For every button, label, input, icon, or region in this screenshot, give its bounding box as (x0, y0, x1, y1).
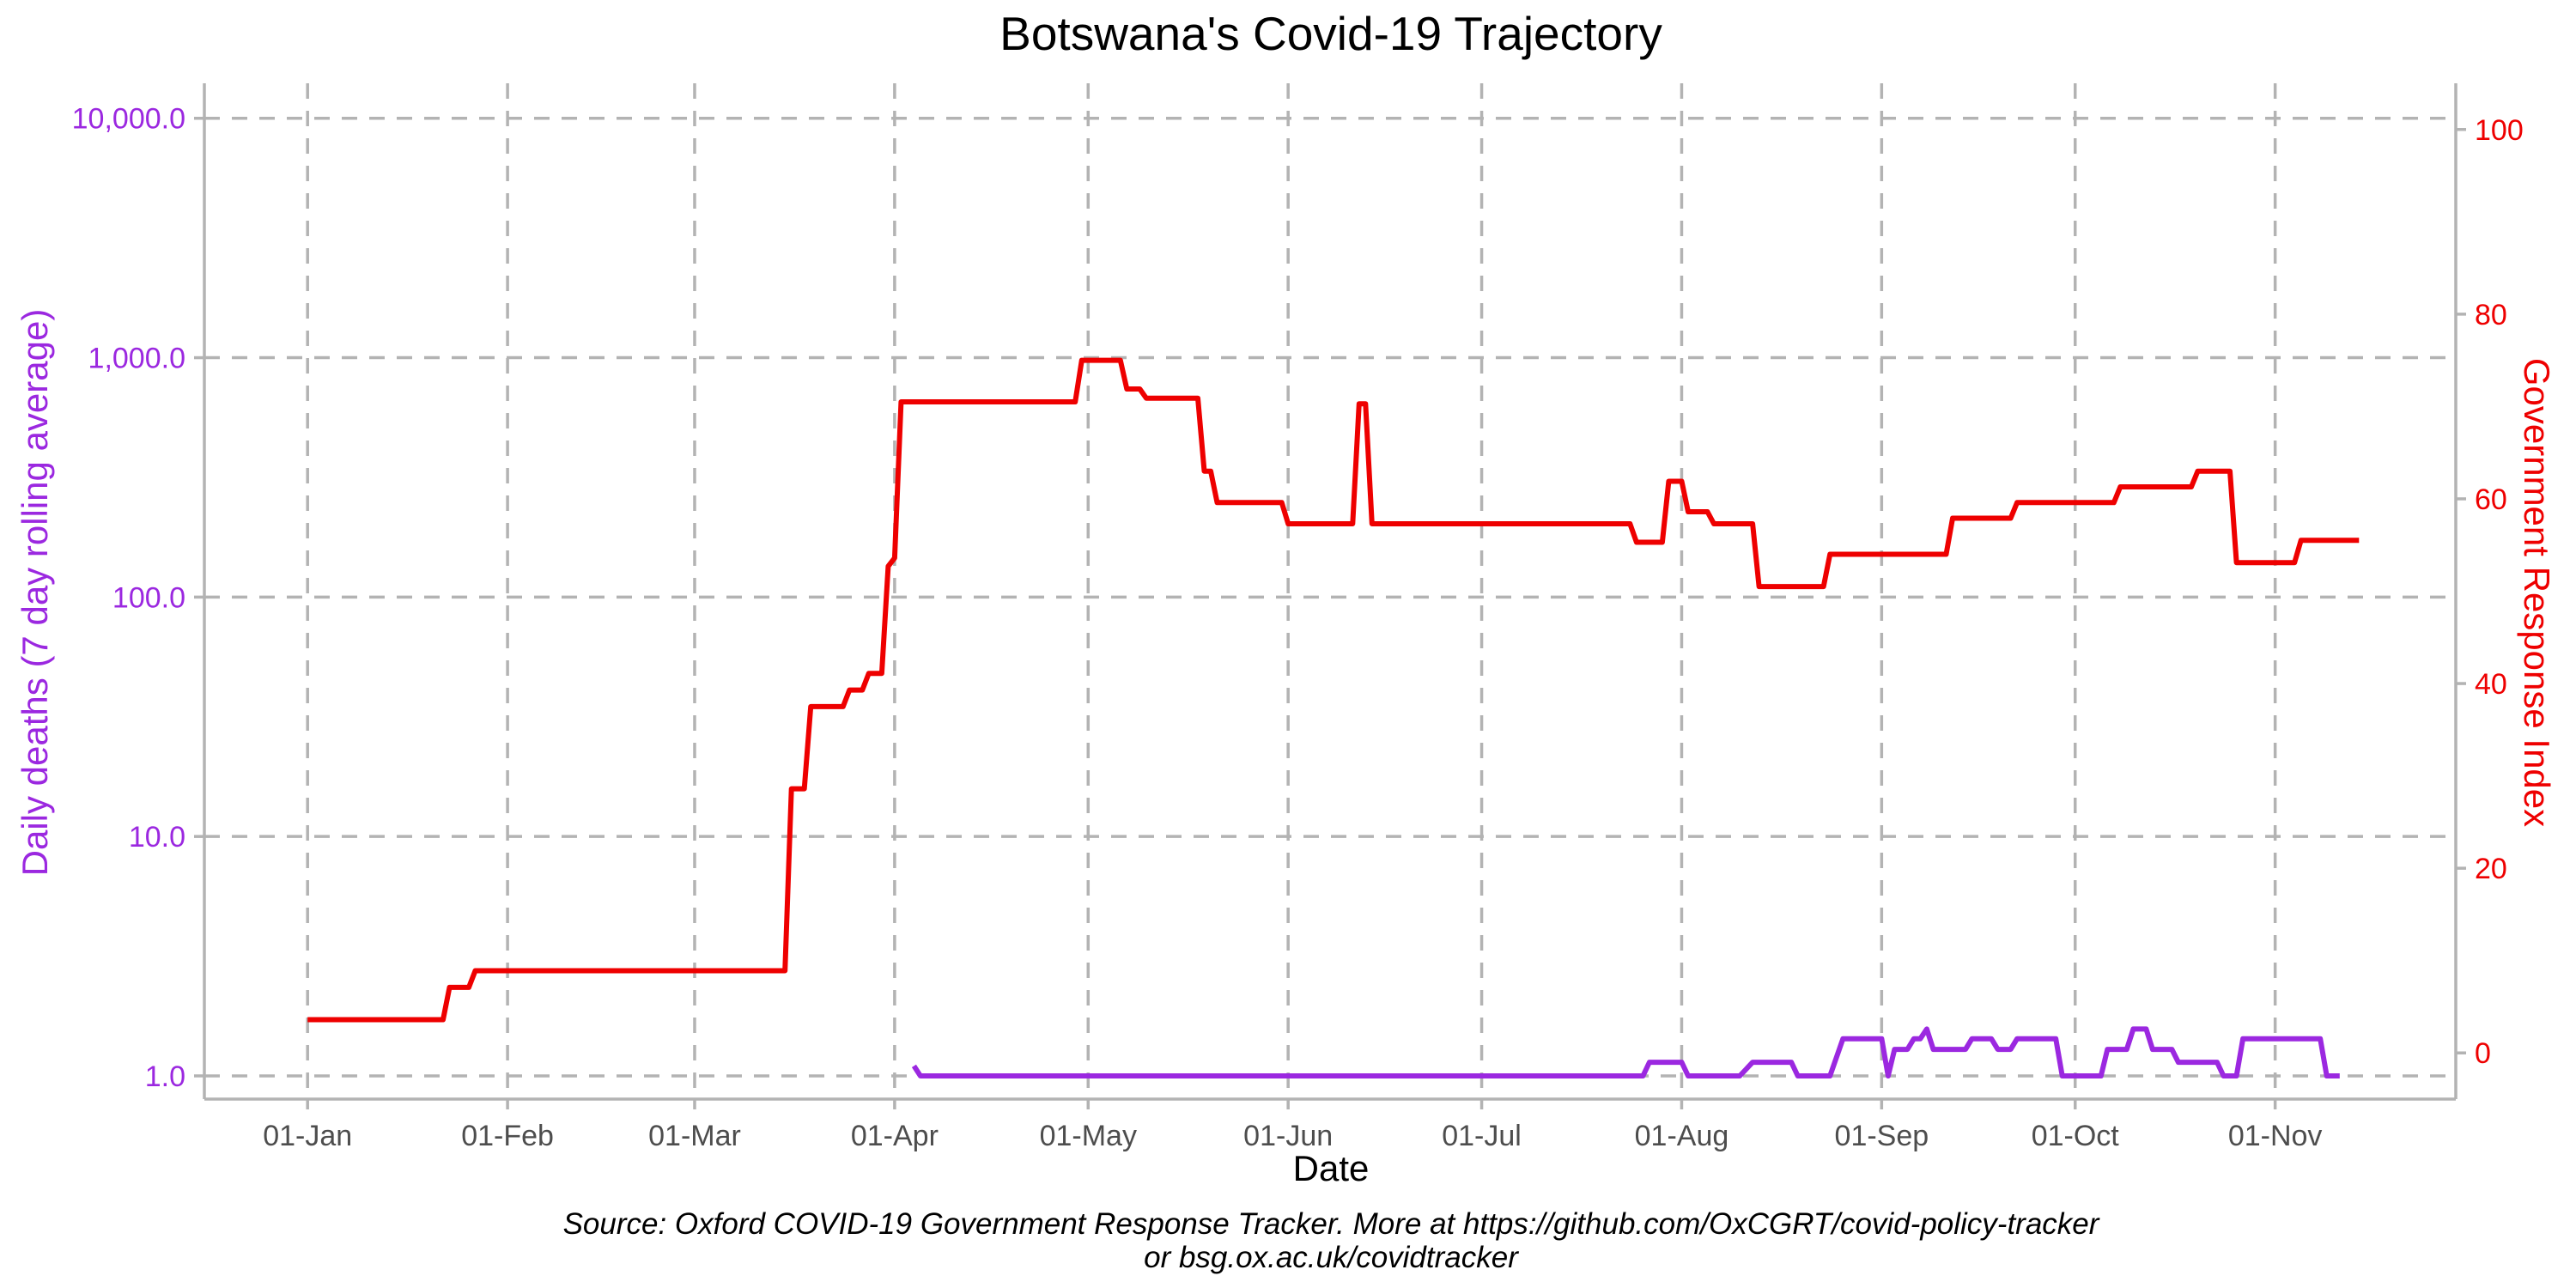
y-right-tick-label: 0 (2475, 1037, 2491, 1070)
x-tick-label: 01-Jun (1243, 1120, 1333, 1152)
grid (204, 83, 2456, 1099)
series-line-daily-deaths (911, 1026, 2340, 1078)
series (307, 357, 2360, 1078)
source-caption-line-1: Source: Oxford COVID-19 Government Respo… (563, 1207, 2100, 1241)
y-axis-left-title: Daily deaths (7 day rolling average) (15, 309, 55, 877)
chart-title: Botswana's Covid-19 Trajectory (999, 7, 1662, 60)
y-left-tick-label: 100.0 (112, 581, 185, 614)
source-caption-line-2: or bsg.ox.ac.uk/covidtracker (1144, 1241, 1519, 1274)
axes: 01-Jan 01-Feb 01-Mar 01-Apr 01-May 01-Jun 01-J… (72, 83, 2524, 1152)
x-tick-label: 01-Jan (263, 1120, 352, 1152)
x-tick-label: 01-Aug (1635, 1120, 1729, 1152)
x-tick-label: 01-Nov (2228, 1120, 2323, 1152)
y-right-tick-label: 80 (2475, 299, 2507, 331)
y-right-tick-label: 40 (2475, 668, 2507, 701)
x-tick-label: 01-Feb (461, 1120, 554, 1152)
y-left-tick-label: 10,000.0 (72, 103, 185, 136)
y-right-tick-label: 100 (2475, 114, 2524, 147)
y-left-tick-label: 10.0 (129, 821, 185, 854)
x-tick-label: 01-Jul (1442, 1120, 1522, 1152)
series-line-government-response-index (307, 357, 2360, 1023)
y-left-tick-label: 1.0 (145, 1060, 185, 1093)
y-right-tick-label: 20 (2475, 853, 2507, 885)
x-tick-label: 01-Oct (2032, 1120, 2120, 1152)
y-right-tick-label: 60 (2475, 483, 2507, 516)
x-tick-label: 01-Mar (648, 1120, 741, 1152)
x-tick-label: 01-May (1040, 1120, 1137, 1152)
x-axis-title: Date (1293, 1148, 1370, 1188)
y-left-tick-label: 1,000.0 (88, 343, 185, 375)
x-tick-label: 01-Apr (851, 1120, 939, 1152)
y-axis-right-title: Government Response Index (2517, 358, 2557, 827)
x-tick-label: 01-Sep (1835, 1120, 1929, 1152)
